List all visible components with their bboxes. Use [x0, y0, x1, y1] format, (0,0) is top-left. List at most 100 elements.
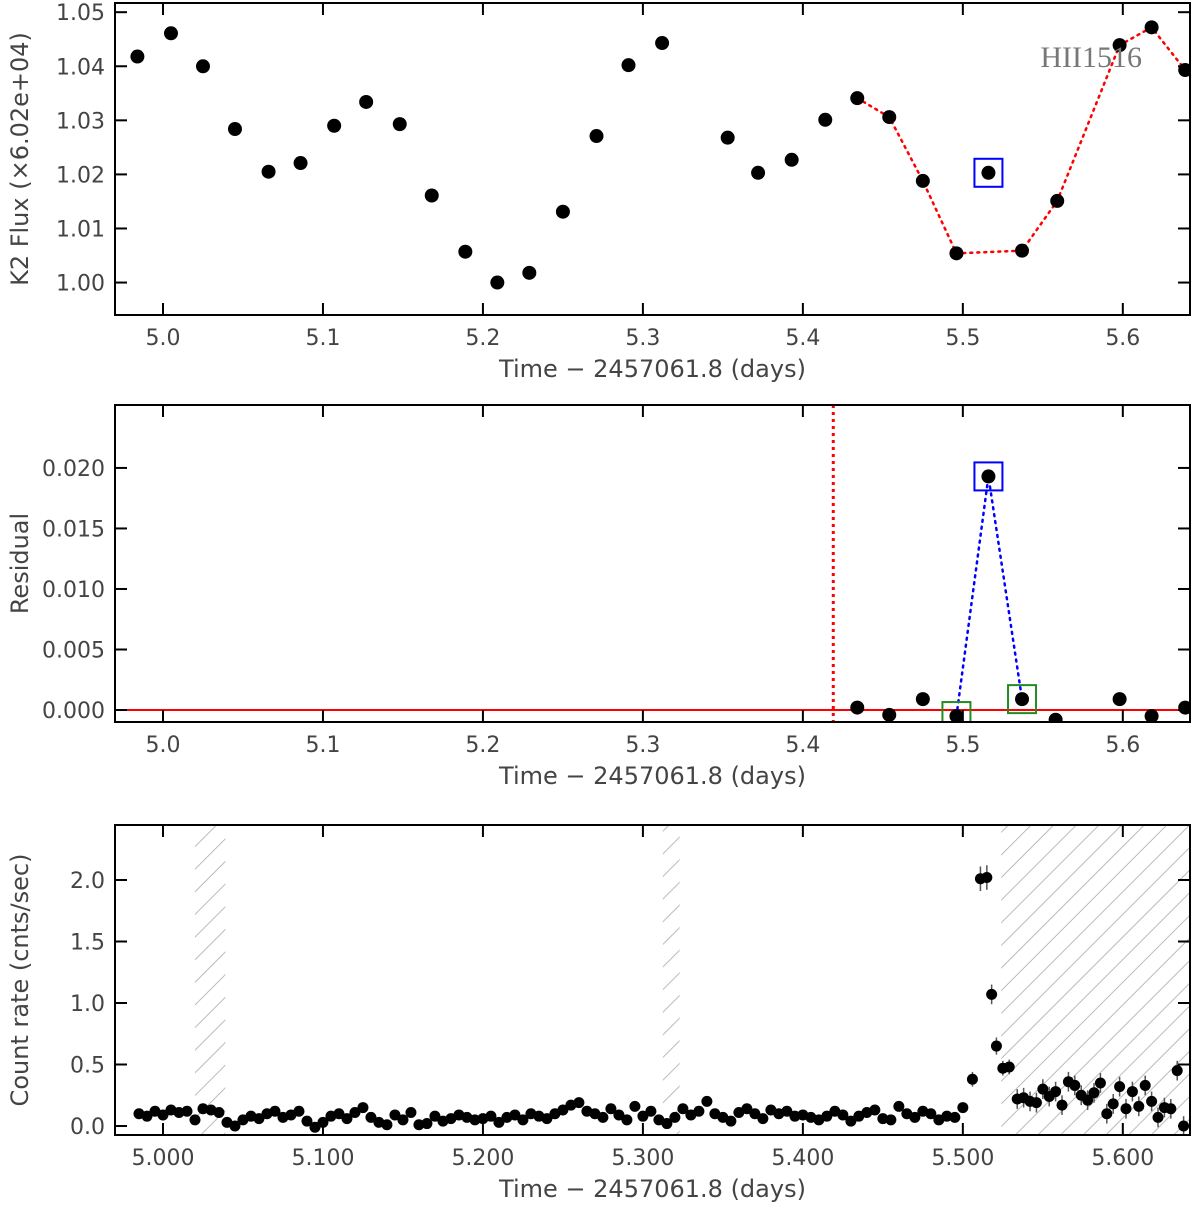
data-point — [741, 1103, 753, 1115]
data-point — [990, 1040, 1002, 1052]
data-point — [693, 1105, 705, 1117]
y-tick-label: 0.015 — [42, 517, 105, 542]
y-tick-label: 2.0 — [70, 869, 105, 894]
data-point — [1146, 1095, 1158, 1107]
data-point — [1126, 1086, 1138, 1098]
highlight-box — [941, 701, 972, 722]
data-point — [269, 1105, 281, 1117]
data-point — [429, 1110, 441, 1122]
data-point — [1144, 709, 1159, 722]
data-point — [522, 265, 537, 280]
x-tick-label: 5.6 — [1105, 733, 1140, 758]
data-point — [341, 1113, 353, 1125]
data-point — [845, 1115, 857, 1127]
data-point — [677, 1103, 689, 1115]
data-point — [885, 1114, 897, 1126]
data-point — [1015, 692, 1030, 707]
y-tick-label: 1.00 — [56, 272, 105, 297]
y-tick-label: 1.05 — [56, 1, 105, 26]
data-point — [293, 1105, 305, 1117]
data-point — [621, 1114, 633, 1126]
data-point — [701, 1095, 713, 1107]
data-point — [915, 692, 930, 707]
data-point — [837, 1109, 849, 1121]
x-tick-label: 5.4 — [785, 326, 820, 351]
data-point — [1178, 700, 1190, 715]
data-point — [949, 709, 964, 722]
data-point — [1056, 1099, 1068, 1111]
x-tick-label: 5.2 — [465, 326, 500, 351]
data-point — [1120, 1103, 1132, 1115]
data-point — [130, 49, 145, 64]
x-tick-label: 5.200 — [451, 1146, 514, 1171]
highlight-box — [973, 157, 1004, 188]
data-point — [781, 1105, 793, 1117]
data-point — [613, 1109, 625, 1121]
data-point — [818, 112, 833, 127]
data-point — [957, 1102, 969, 1114]
data-point — [309, 1121, 321, 1133]
data-point — [157, 1109, 169, 1121]
data-point — [949, 1111, 961, 1123]
data-point — [1101, 1108, 1113, 1120]
data-point — [327, 118, 342, 133]
x-tick-label: 5.0 — [145, 326, 180, 351]
data-point — [227, 121, 242, 136]
y-tick-label: 1.02 — [56, 163, 105, 188]
data-point — [637, 1110, 649, 1122]
data-point — [1139, 1079, 1151, 1091]
data-point — [458, 244, 473, 259]
y-tick-label: 1.5 — [70, 930, 105, 955]
annotation: HII1516 — [1040, 41, 1142, 74]
data-point — [1112, 38, 1127, 53]
data-point — [915, 173, 930, 188]
data-point — [869, 1104, 881, 1116]
data-point — [749, 1108, 761, 1120]
data-point — [557, 1104, 569, 1116]
y-tick-label: 1.03 — [56, 109, 105, 134]
data-point — [1088, 1087, 1100, 1099]
panel: 5.0 5.1 5.2 5.3 5.4 5.5 5.6 0.000 0.005 0.010 0.01… — [6, 404, 1191, 790]
data-point — [1030, 1097, 1042, 1109]
data-point — [1107, 1098, 1119, 1110]
hatched-region — [662, 825, 680, 1135]
x-tick-label: 5.6 — [1105, 326, 1140, 351]
data-point — [1114, 1081, 1126, 1093]
data-point — [261, 164, 276, 179]
x-axis-label: Time − 2457061.8 (days) — [498, 762, 806, 790]
x-tick-label: 5.0 — [145, 733, 180, 758]
y-axis-label: K2 Flux (×6.02e+04) — [6, 32, 34, 286]
x-tick-label: 5.500 — [931, 1146, 994, 1171]
data-point — [925, 1108, 937, 1120]
data-point — [850, 91, 865, 106]
data-point — [381, 1119, 393, 1131]
data-point — [893, 1100, 905, 1112]
data-point — [1094, 1077, 1106, 1089]
data-point — [645, 1105, 657, 1117]
x-tick-label: 5.5 — [945, 733, 980, 758]
data-point — [189, 1114, 201, 1126]
x-tick-label: 5.000 — [131, 1146, 194, 1171]
plot-area — [115, 405, 1190, 722]
x-tick-label: 5.2 — [465, 733, 500, 758]
plot-frame — [114, 404, 1191, 723]
data-point — [397, 1114, 409, 1126]
data-point — [141, 1110, 153, 1122]
data-point — [293, 156, 308, 171]
data-point — [493, 1116, 505, 1128]
data-point — [405, 1106, 417, 1118]
data-point — [392, 117, 407, 132]
highlight-box — [973, 461, 1004, 492]
data-point — [421, 1118, 433, 1130]
data-point — [1152, 1111, 1164, 1123]
x-tick-label: 5.5 — [945, 326, 980, 351]
data-point — [661, 1118, 673, 1130]
data-point — [720, 130, 735, 145]
data-point — [589, 129, 604, 144]
x-tick-label: 5.4 — [785, 733, 820, 758]
data-point — [949, 246, 964, 261]
data-point — [1048, 712, 1063, 722]
x-axis-label: Time − 2457061.8 (days) — [498, 1175, 806, 1203]
y-axis-label: Count rate (cnts/sec) — [6, 854, 34, 1107]
